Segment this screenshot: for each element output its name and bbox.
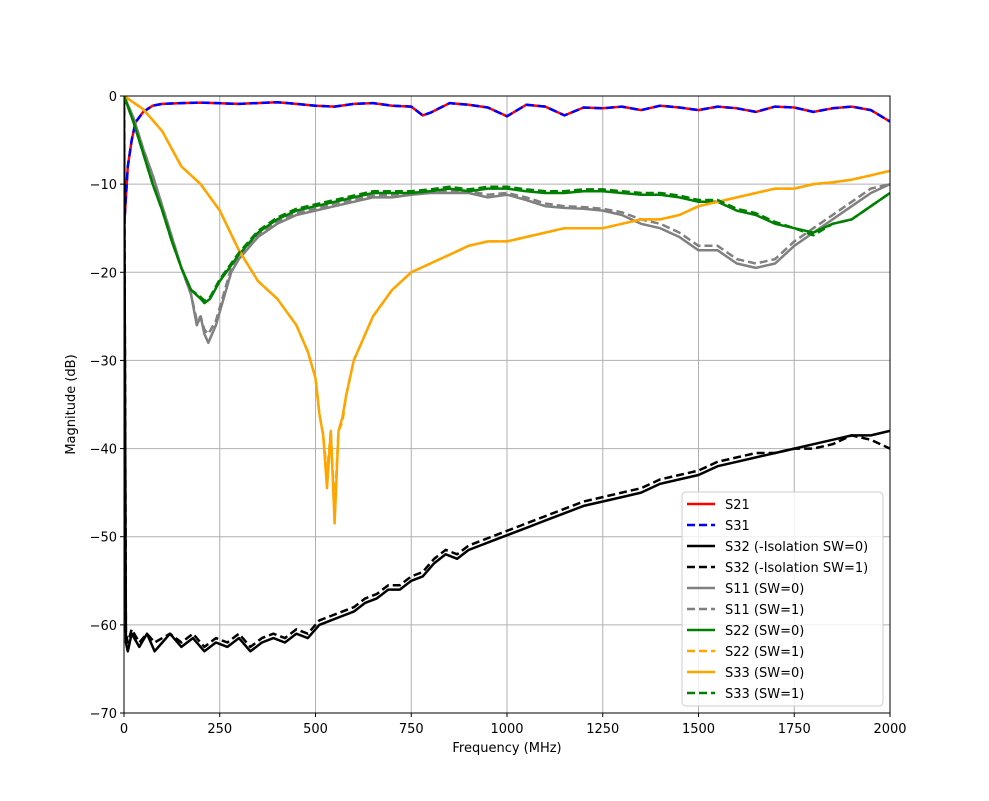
y-tick-label: −40	[90, 443, 117, 458]
y-tick-label: −70	[90, 707, 117, 722]
series-line-s11-sw-0	[124, 96, 890, 345]
legend-label: S11 (SW=0)	[725, 582, 804, 597]
x-tick-label: 1500	[682, 722, 715, 737]
y-tick-label: −20	[90, 266, 117, 281]
legend-label: S22 (SW=1)	[725, 645, 804, 660]
series-lines	[124, 96, 890, 653]
series-line-s33-sw-0	[124, 96, 890, 525]
legend-label: S33 (SW=0)	[725, 666, 804, 681]
series-line-s33-sw-1	[124, 96, 890, 302]
x-tick-label: 1000	[490, 722, 523, 737]
x-tick-label: 500	[303, 722, 328, 737]
legend-label: S11 (SW=1)	[725, 603, 804, 618]
series-line-s32-isolation-sw-0	[124, 96, 890, 653]
legend-label: S32 (-Isolation SW=1)	[725, 561, 868, 576]
y-tick-label: −10	[90, 178, 117, 193]
y-tick-label: 0	[109, 90, 117, 105]
x-axis-label: Frequency (MHz)	[452, 741, 561, 756]
legend-label: S22 (SW=0)	[725, 624, 804, 639]
legend-label: S21	[725, 498, 750, 513]
series-group	[124, 96, 890, 653]
legend-label: S33 (SW=1)	[725, 687, 804, 702]
x-tick-label: 1250	[586, 722, 619, 737]
legend-label: S31	[725, 519, 750, 534]
x-tick-label: 2000	[873, 722, 906, 737]
legend-label: S32 (-Isolation SW=0)	[725, 540, 868, 555]
y-tick-label: −30	[90, 354, 117, 369]
series-line-s22-sw-0	[124, 96, 890, 305]
y-tick-label: −50	[90, 531, 117, 546]
legend-box	[681, 491, 884, 707]
x-tick-label: 750	[399, 722, 424, 737]
y-tick-label: −60	[90, 619, 117, 634]
x-tick-label: 250	[207, 722, 232, 737]
x-tick-label: 1750	[778, 722, 811, 737]
y-axis-label: Magnitude (dB)	[64, 354, 79, 454]
legend: S21 S31 S32 (-Isolation SW=0) S32 (-Isolati…	[681, 491, 884, 707]
x-tick-label: 0	[120, 722, 128, 737]
ticks: 0 250 500 750 1000 1250 1500 1750 2000 0 −10 −20 −30…	[90, 90, 907, 737]
series-line-s31	[124, 100, 890, 229]
